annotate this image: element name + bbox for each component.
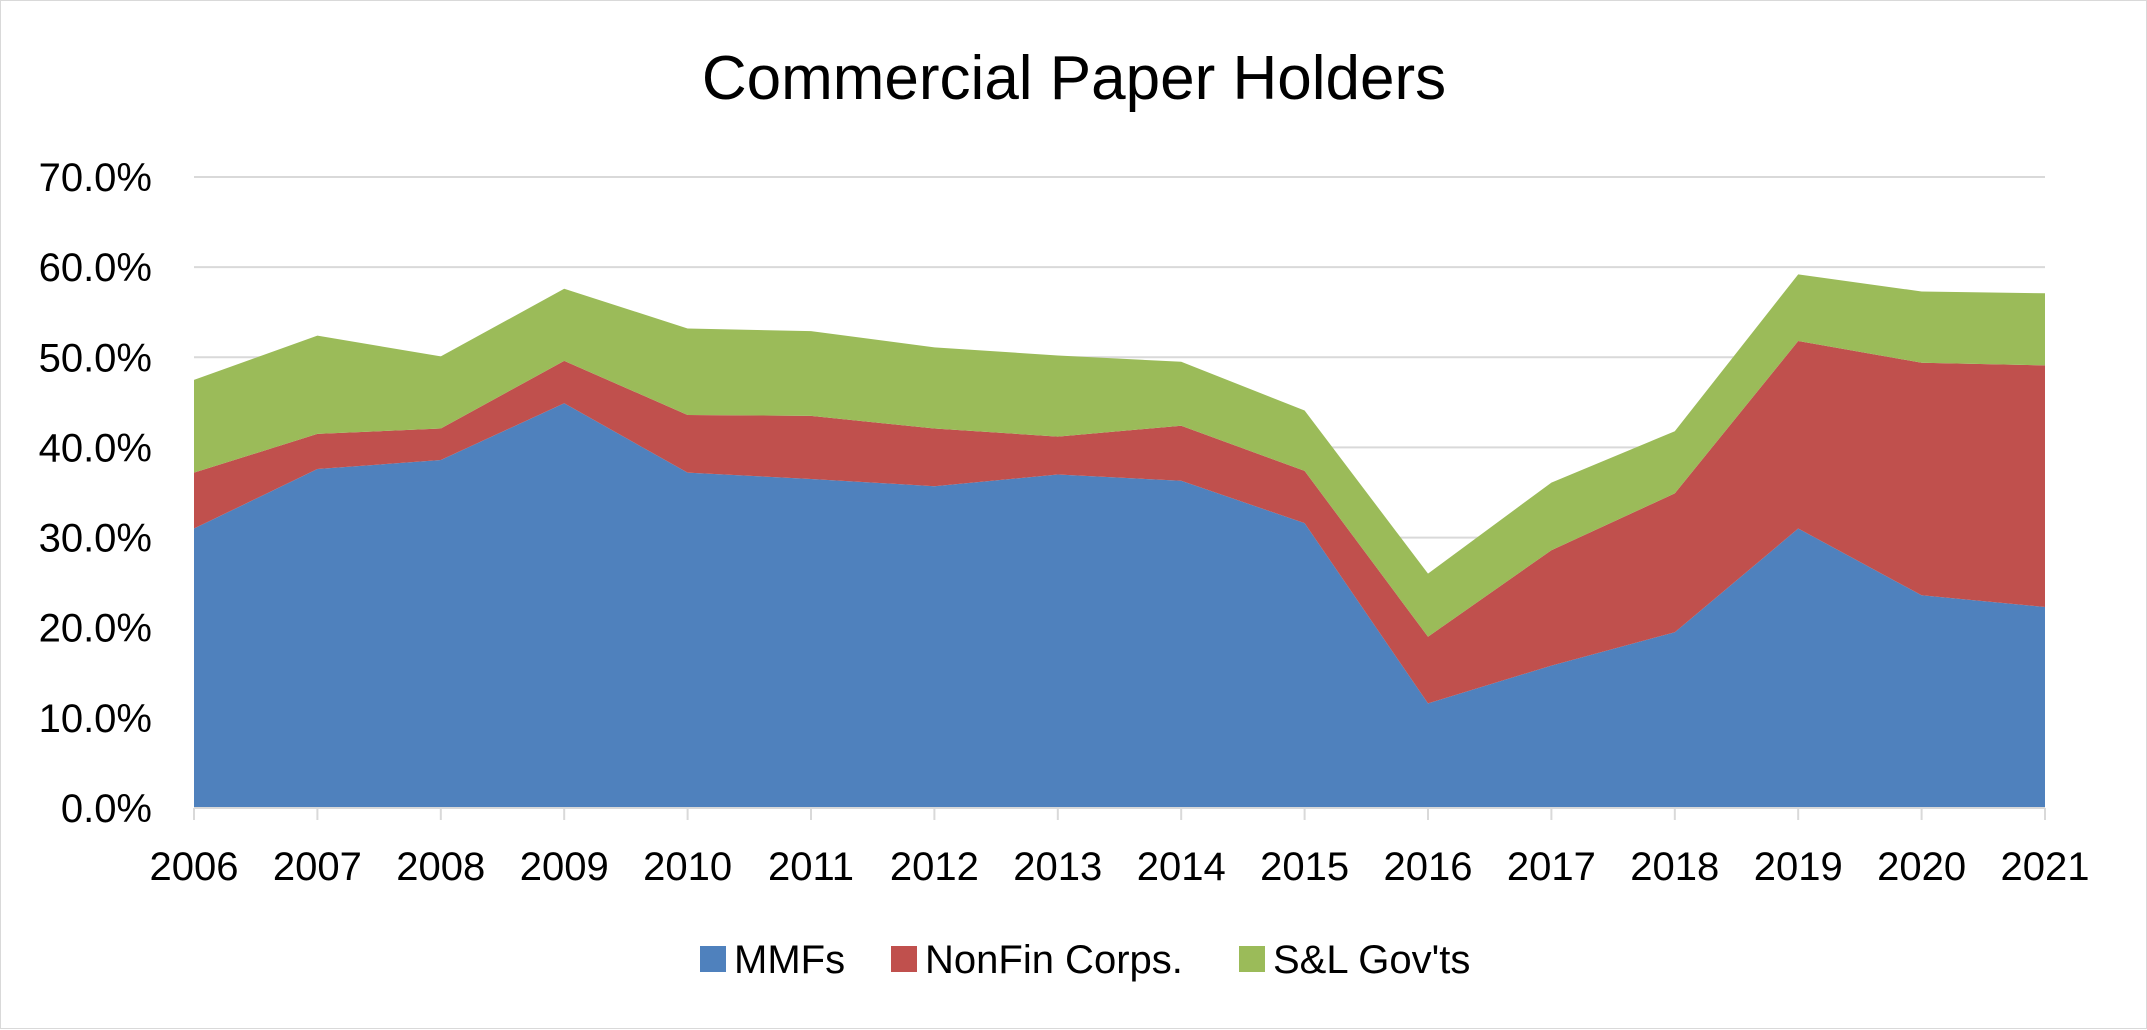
legend-swatch-nonfin-corps: [891, 946, 917, 972]
x-tick-label: 2012: [890, 845, 979, 889]
y-tick-label: 50.0%: [39, 336, 152, 380]
area-series-mmfs: [194, 403, 2045, 808]
y-tick-label: 10.0%: [39, 697, 152, 741]
x-tick-label: 2021: [2001, 845, 2090, 889]
x-tick-label: 2006: [150, 845, 239, 889]
y-tick-label: 0.0%: [61, 787, 152, 831]
area-series-nonfin-corps: [194, 341, 2045, 704]
x-tick-label: 2016: [1384, 845, 1473, 889]
plot-area: [194, 274, 2045, 808]
x-tick-label: 2010: [643, 845, 732, 889]
y-axis: 0.0% 10.0% 20.0% 30.0% 40.0% 50.0% 60.0% 70.0%: [39, 156, 152, 831]
x-tick-label: 2020: [1877, 845, 1966, 889]
y-tick-label: 30.0%: [39, 517, 152, 561]
legend-swatch-mmfs: [700, 946, 726, 972]
x-tick-label: 2011: [768, 845, 854, 889]
x-tick-label: 2018: [1630, 845, 1719, 889]
x-tick-label: 2008: [396, 845, 485, 889]
x-axis-labels: 2006 2007 2008 2009 2010 2011 2012 2013 2014 2015…: [150, 845, 2090, 889]
y-tick-label: 20.0%: [39, 607, 152, 651]
x-tick-label: 2014: [1137, 845, 1226, 889]
x-axis: [193, 807, 2046, 820]
y-tick-label: 40.0%: [39, 426, 152, 470]
legend-label-mmfs: MMFs: [734, 938, 845, 982]
x-tick-label: 2015: [1260, 845, 1349, 889]
chart-title: Commercial Paper Holders: [702, 44, 1446, 113]
legend-label-s-l-gov-ts: S&L Gov'ts: [1273, 938, 1470, 982]
legend-swatch-s-l-gov-ts: [1239, 946, 1265, 972]
area-series-s-l-gov-ts: [194, 274, 2045, 637]
x-tick-label: 2019: [1754, 845, 1843, 889]
y-tick-label: 60.0%: [39, 246, 152, 290]
x-tick-label: 2009: [520, 845, 609, 889]
y-tick-label: 70.0%: [39, 156, 152, 200]
legend-label-nonfin-corps: NonFin Corps.: [925, 938, 1183, 982]
x-tick-label: 2007: [273, 845, 362, 889]
legend: MMFs NonFin Corps. S&L Gov'ts: [700, 938, 1470, 982]
x-tick-label: 2017: [1507, 845, 1596, 889]
x-tick-label: 2013: [1013, 845, 1102, 889]
